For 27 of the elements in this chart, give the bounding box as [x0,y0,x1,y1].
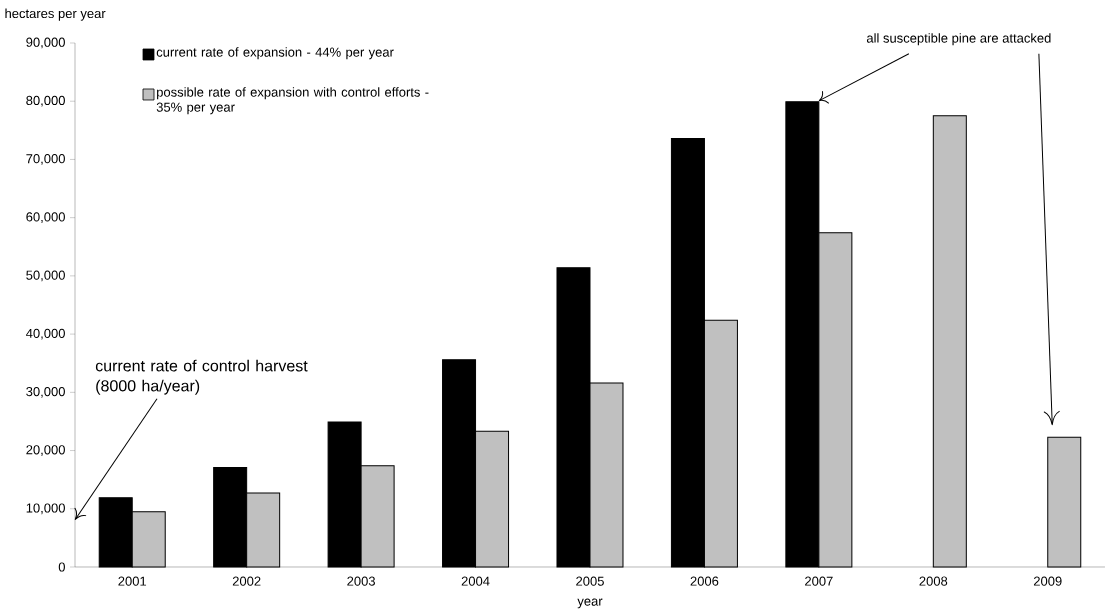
y-tick-label: 30,000 [26,387,65,398]
x-tick-label: 2008 [919,576,948,586]
y-tick-label: 20,000 [26,445,65,457]
x-tick-label: 2005 [576,576,604,586]
y-tick-label: 10,000 [26,503,65,515]
y-tick-label: 70,000 [26,154,65,165]
y-tick-label: 40,000 [26,328,65,340]
x-axis-title: year [577,598,603,609]
y-tick-label: 80,000 [26,96,65,107]
legend-label: current rate of expansion - 44% per year [156,47,394,60]
y-tick-label: 90,000 [26,37,65,49]
y-tick-label: 60,000 [26,212,65,224]
x-tick-label: 2001 [118,576,147,586]
annotation: current rate of control harvest (8000 ha/year) [95,359,308,395]
x-tick-label: 2009 [1033,576,1062,586]
y-tick-label: 50,000 [26,270,65,282]
y-tick-label: 0 [58,562,65,572]
x-tick-label: 2003 [347,576,375,586]
annotation: all susceptible pine are attacked [866,33,1051,46]
bar [932,115,967,568]
y-axis-title: hectares per year [5,8,106,21]
bar [1047,436,1082,568]
x-tick-label: 2007 [805,576,833,586]
x-tick-label: 2004 [461,576,490,586]
x-tick-label: 2002 [232,576,261,586]
x-tick-label: 2006 [690,576,719,586]
legend-label: possible rate of expansion with control efforts - 35% per year [156,87,429,115]
